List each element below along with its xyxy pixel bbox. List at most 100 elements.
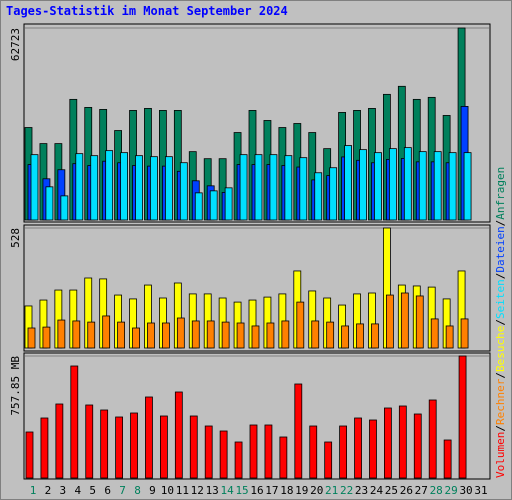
bar <box>326 321 335 349</box>
bar <box>204 425 213 479</box>
bar <box>176 317 185 349</box>
bar <box>147 322 155 349</box>
bar <box>159 415 168 479</box>
x-tick-label: 23 <box>355 484 368 497</box>
bar <box>55 403 64 479</box>
legend-entry: Besuche <box>494 326 507 372</box>
bar <box>448 152 457 221</box>
bar <box>70 365 79 479</box>
x-tick-label: 6 <box>104 484 111 497</box>
bar <box>209 190 218 221</box>
x-tick-label: 25 <box>385 484 398 497</box>
bar <box>135 155 143 221</box>
x-tick-label: 11 <box>176 484 189 497</box>
bar <box>194 192 203 221</box>
chart-title: Tages-Statistik im Monat September 2024 <box>6 4 288 18</box>
bar <box>385 294 394 349</box>
x-tick-label: 22 <box>340 484 353 497</box>
bar <box>102 315 111 349</box>
y-tick-label: 528 <box>9 228 22 248</box>
x-tick-label: 7 <box>119 484 126 497</box>
bar <box>398 405 407 479</box>
legend-separator: / <box>494 425 507 432</box>
bar <box>115 416 123 479</box>
bar <box>221 321 230 349</box>
bar <box>374 152 382 221</box>
bar <box>57 319 66 349</box>
bar <box>249 424 258 479</box>
bar <box>415 295 424 349</box>
bar <box>324 441 333 479</box>
bar <box>418 151 427 221</box>
bar <box>269 154 278 221</box>
bar <box>413 413 422 479</box>
bar <box>428 399 437 479</box>
legend-entry: Volumen <box>494 432 507 478</box>
bar <box>445 325 454 349</box>
bar <box>25 431 34 479</box>
bar <box>100 409 109 479</box>
legend: Volumen/Rechner/Besuche/Seiten/Dateien/A… <box>494 167 507 478</box>
legend-entry: Seiten <box>494 279 507 319</box>
bar <box>369 419 377 479</box>
x-tick-label: 20 <box>310 484 323 497</box>
bar <box>356 323 364 349</box>
bar <box>443 439 452 479</box>
bar <box>45 186 54 221</box>
bar <box>239 154 248 221</box>
bar <box>72 320 81 349</box>
bar <box>329 167 338 221</box>
bar <box>224 187 233 221</box>
x-tick-label: 16 <box>250 484 263 497</box>
bar <box>42 326 51 349</box>
bar <box>117 321 125 349</box>
bar <box>105 150 114 221</box>
bar <box>433 151 442 221</box>
legend-separator: / <box>494 220 507 227</box>
bar <box>266 322 275 349</box>
legend-entry: Dateien <box>494 226 507 272</box>
legend-separator: / <box>494 372 507 379</box>
legend-separator: / <box>494 273 507 280</box>
x-tick-label: 28 <box>430 484 443 497</box>
x-tick-label: 17 <box>265 484 278 497</box>
bar <box>388 148 397 221</box>
bar <box>296 301 305 349</box>
x-tick-label: 27 <box>415 484 428 497</box>
x-tick-label: 21 <box>325 484 338 497</box>
bar <box>294 383 303 479</box>
x-tick-label: 10 <box>161 484 174 497</box>
bar <box>85 404 94 479</box>
x-tick-label: 5 <box>89 484 96 497</box>
x-tick-label: 9 <box>149 484 156 497</box>
bar <box>145 396 153 479</box>
bar <box>460 318 469 349</box>
x-tick-label: 26 <box>400 484 413 497</box>
bar <box>251 325 260 349</box>
bar <box>60 195 69 221</box>
bar <box>206 320 215 349</box>
bar <box>150 156 158 221</box>
x-tick-label: 29 <box>445 484 458 497</box>
bar <box>75 153 84 221</box>
legend-entry: Rechner <box>494 378 507 425</box>
x-tick-label: 30 <box>459 484 472 497</box>
bar <box>314 172 323 221</box>
bar <box>40 417 49 479</box>
bar <box>339 425 348 479</box>
x-tick-label: 15 <box>235 484 248 497</box>
bar <box>90 155 99 221</box>
bar <box>354 417 362 479</box>
x-tick-label: 18 <box>280 484 293 497</box>
y-tick-label: 757.85 MB <box>9 356 22 416</box>
bar <box>191 320 200 349</box>
x-tick-label: 24 <box>370 484 384 497</box>
bar <box>359 149 367 221</box>
bar <box>371 323 379 349</box>
y-tick-label: 62723 <box>9 28 22 61</box>
bar <box>430 318 439 349</box>
bar <box>254 154 263 221</box>
bar <box>130 412 138 479</box>
x-tick-label: 13 <box>206 484 219 497</box>
